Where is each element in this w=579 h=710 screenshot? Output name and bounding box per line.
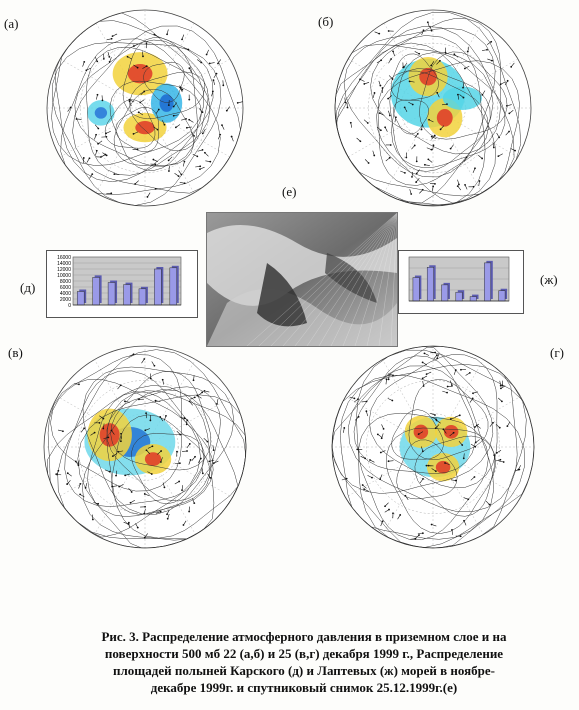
polar-map-a bbox=[46, 9, 244, 207]
panel-label-e: (е) bbox=[282, 184, 297, 200]
polar-map-v bbox=[43, 345, 247, 549]
satellite-image bbox=[206, 212, 398, 347]
bar bbox=[469, 296, 477, 302]
chart-karskoe: 16000 14000 12000 10000 8000 6000 4000 2000 0 bbox=[46, 250, 198, 318]
panel-label-v: (в) bbox=[8, 345, 23, 361]
caption-line-1: Рис. 3. Распределение атмосферного давле… bbox=[101, 629, 507, 644]
y-tick-label: 8000 bbox=[60, 279, 71, 285]
polar-map-b bbox=[334, 9, 532, 207]
panel-label-a: (а) bbox=[4, 16, 19, 32]
y-tick-label: 4000 bbox=[60, 291, 71, 297]
panel-label-d: (д) bbox=[20, 280, 36, 296]
caption-line-2: поверхности 500 мб 22 (а,б) и 25 (в,г) д… bbox=[104, 646, 504, 661]
map-panel-b bbox=[292, 4, 574, 208]
bar bbox=[123, 284, 131, 306]
bar bbox=[484, 262, 492, 302]
satellite-picture bbox=[207, 213, 397, 346]
bar bbox=[107, 282, 116, 306]
bar bbox=[92, 277, 100, 306]
panel-label-b: (б) bbox=[318, 14, 334, 30]
map-panel-a bbox=[4, 4, 286, 208]
bar bbox=[169, 267, 178, 306]
polar-map-g bbox=[331, 345, 535, 549]
map-panel-v bbox=[4, 340, 286, 550]
bar bbox=[441, 284, 449, 302]
y-tick-label: 14000 bbox=[57, 261, 71, 267]
y-tick-label: 16000 bbox=[57, 255, 71, 261]
caption-line-3: площадей полыней Карского (д) и Лаптевых… bbox=[113, 663, 495, 678]
bar bbox=[412, 277, 420, 302]
bar bbox=[498, 290, 506, 302]
figure-caption: Рис. 3. Распределение атмосферного давле… bbox=[40, 628, 568, 696]
y-tick-label: 2000 bbox=[60, 297, 71, 303]
caption-line-4: декабре 1999г. и спутниковый снимок 25.1… bbox=[150, 680, 458, 695]
y-tick-label: 0 bbox=[68, 303, 71, 309]
bar bbox=[426, 267, 434, 302]
y-tick-label: 12000 bbox=[57, 267, 71, 273]
bar bbox=[154, 268, 162, 306]
y-tick-label: 10000 bbox=[57, 273, 71, 279]
bar bbox=[455, 291, 463, 302]
chart-zh-svg bbox=[408, 256, 510, 302]
bar bbox=[138, 288, 147, 306]
chart-laptev bbox=[398, 250, 524, 314]
map-panel-g bbox=[292, 340, 574, 550]
y-tick-label: 6000 bbox=[60, 285, 71, 291]
bar bbox=[76, 291, 85, 306]
panel-label-g: (г) bbox=[550, 345, 564, 361]
panel-label-zh: (ж) bbox=[540, 272, 558, 288]
